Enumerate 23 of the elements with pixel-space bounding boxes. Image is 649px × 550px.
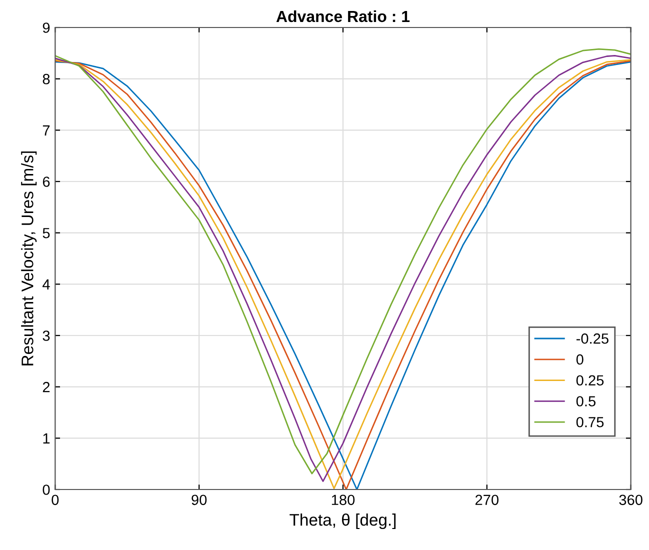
y-tick-label: 0 xyxy=(42,484,50,495)
y-tick-label: 9 xyxy=(42,22,50,33)
x-tick-label: 90 xyxy=(192,494,207,506)
legend-label: -0.25 xyxy=(576,333,608,344)
x-tick-label: 0 xyxy=(52,494,59,506)
chart-title: Advance Ratio : 1 xyxy=(276,10,410,22)
y-tick-label: 8 xyxy=(42,74,50,84)
y-axis-title: Resultant Velocity, Ures [m/s] xyxy=(21,151,37,366)
legend-label: 0.5 xyxy=(576,396,596,406)
y-tick-label: 4 xyxy=(42,279,50,290)
legend-label: 0.25 xyxy=(576,375,604,386)
legend-label: 0 xyxy=(576,354,584,365)
y-tick-label: 2 xyxy=(42,382,50,392)
y-tick-label: 1 xyxy=(43,433,50,444)
y-tick-label: 7 xyxy=(42,125,50,136)
y-tick-label: 3 xyxy=(42,330,50,341)
x-tick-label: 360 xyxy=(619,494,642,506)
x-tick-label: 180 xyxy=(332,494,355,506)
x-axis-title: Theta, θ [deg.] xyxy=(290,514,396,530)
y-tick-label: 5 xyxy=(42,228,50,238)
x-tick-label: 270 xyxy=(475,494,499,506)
legend-label: 0.75 xyxy=(576,416,604,428)
y-tick-label: 6 xyxy=(42,176,50,187)
